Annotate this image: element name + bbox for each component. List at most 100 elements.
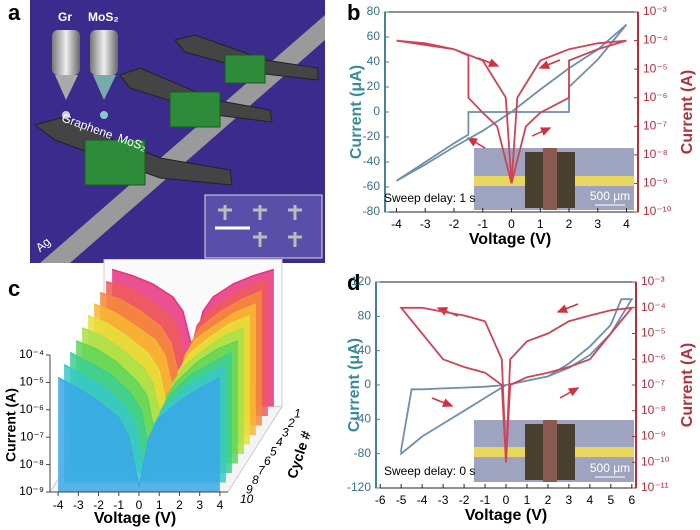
y-axis-label: Current (μA) [348, 65, 365, 159]
x-tick-label: 1 [537, 217, 544, 231]
y2-tick-label: 10⁻⁸ [643, 147, 668, 161]
y2-tick-label: 10⁻⁴ [641, 300, 666, 314]
x-tick-label: 3 [196, 498, 203, 512]
y-tick-label: 120 [351, 274, 371, 288]
micrograph [474, 148, 634, 210]
y-tick-label: 0 [373, 104, 380, 118]
y2-tick-label: 10⁻⁷ [641, 377, 665, 391]
x-tick-label: -1 [113, 498, 124, 512]
z-tick-label: 6 [264, 454, 271, 468]
y-tick-label: 10⁻⁶ [19, 402, 44, 416]
x-tick-label: 4 [217, 498, 224, 512]
y2-tick-label: 10⁻³ [641, 274, 665, 288]
z-tick-label: 3 [282, 426, 289, 440]
y2-tick-label: 10⁻⁶ [643, 90, 668, 104]
y2-tick-label: 10⁻¹⁰ [641, 454, 670, 468]
x-tick-label: 6 [628, 493, 635, 507]
y-tick-label: 10⁻⁴ [19, 347, 44, 361]
y-axis-label: Current (A) [3, 388, 19, 462]
y-tick-label: 10⁻⁹ [19, 484, 44, 498]
y-tick-label: -20 [363, 129, 381, 143]
x-axis-label: Voltage (V) [94, 510, 176, 527]
series-line [57, 376, 221, 488]
y-tick-label: 80 [367, 4, 381, 18]
series-line [399, 306, 634, 463]
y2-tick-label: 10⁻⁹ [641, 429, 666, 443]
x-tick-label: -3 [73, 498, 84, 512]
x-axis-label: Voltage (V) [465, 507, 547, 524]
mos2-blocks [84, 54, 266, 186]
scale-bar-label: 500 μm [590, 189, 630, 203]
x-tick-label: -2 [93, 498, 104, 512]
annotation: Sweep delay: 1 s [384, 191, 475, 205]
x-tick-label: -4 [417, 493, 428, 507]
y-tick-label: 0 [364, 377, 371, 391]
y-tick-label: -40 [354, 412, 372, 426]
x-tick-label: 4 [623, 217, 630, 231]
x-tick-label: 5 [607, 493, 614, 507]
y2-tick-label: 10⁻⁵ [641, 326, 666, 340]
y2-axis-label: Current (A) [679, 343, 696, 427]
y2-tick-label: 10⁻⁴ [643, 33, 668, 47]
series-line [396, 23, 628, 182]
y-tick-label: -120 [347, 480, 371, 494]
x-tick-label: -3 [438, 493, 449, 507]
x-tick-label: 0 [503, 493, 510, 507]
x-tick-label: 1 [524, 493, 531, 507]
z-tick-label: 10 [240, 492, 254, 506]
x-tick-label: -5 [396, 493, 407, 507]
x-tick-label: -2 [459, 493, 470, 507]
label: MoS₂ [88, 10, 119, 24]
y2-axis-label: Current (A) [679, 70, 696, 154]
y-tick-label: 10⁻⁷ [20, 429, 44, 443]
y2-tick-label: 10⁻¹¹ [641, 480, 669, 494]
y2-tick-label: 10⁻⁹ [643, 176, 668, 190]
x-tick-label: 0 [136, 498, 143, 512]
micrograph [474, 420, 634, 482]
y-tick-label: 10⁻⁸ [19, 457, 44, 471]
panel-label: c [8, 276, 20, 301]
x-tick-label: -6 [375, 493, 386, 507]
series-line [400, 298, 634, 456]
annotation: Sweep delay: 0 s [384, 464, 475, 478]
area-shade [58, 377, 220, 492]
x-tick-label: 3 [594, 217, 601, 231]
y-tick-label: 20 [367, 79, 381, 93]
panel-label: a [8, 0, 21, 25]
x-tick-label: 2 [545, 493, 552, 507]
inset-crosses [215, 205, 302, 247]
panel-label: d [347, 270, 360, 295]
x-tick-label: 1 [156, 498, 163, 512]
y-axis-label: Current (μA) [346, 338, 363, 432]
scale-bar-label: 500 μm [590, 461, 630, 475]
y2-tick-label: 10⁻⁷ [643, 118, 667, 132]
z-tick-label: 5 [270, 445, 277, 459]
x-tick-label: -1 [480, 493, 491, 507]
y2-tick-label: 10⁻¹⁰ [643, 204, 672, 218]
x-tick-label: -4 [391, 217, 402, 231]
y-tick-label: -60 [363, 179, 381, 193]
y-tick-label: -80 [363, 204, 381, 218]
y-tick-label: 80 [358, 309, 372, 323]
y-tick-label: -40 [363, 154, 381, 168]
label: Gr [58, 10, 72, 24]
z-tick-label: 2 [287, 416, 295, 430]
x-tick-label: 4 [587, 493, 594, 507]
x-tick-label: 0 [508, 217, 515, 231]
x-tick-label: -2 [449, 217, 460, 231]
z-tick-label: 1 [294, 407, 301, 421]
y2-tick-label: 10⁻⁸ [641, 403, 666, 417]
x-tick-label: 3 [566, 493, 573, 507]
y-tick-label: 10⁻⁵ [19, 375, 44, 389]
y-tick-label: 40 [367, 54, 381, 68]
z-tick-label: 7 [258, 464, 266, 478]
pipettes [52, 30, 118, 119]
series-line [396, 39, 627, 184]
x-axis-label: Voltage (V) [469, 231, 551, 248]
y2-tick-label: 10⁻⁵ [643, 61, 668, 75]
z-tick-label: 8 [252, 473, 259, 487]
x-tick-label: -3 [420, 217, 431, 231]
panel-label: b [347, 0, 360, 25]
y-tick-label: -80 [354, 446, 372, 460]
